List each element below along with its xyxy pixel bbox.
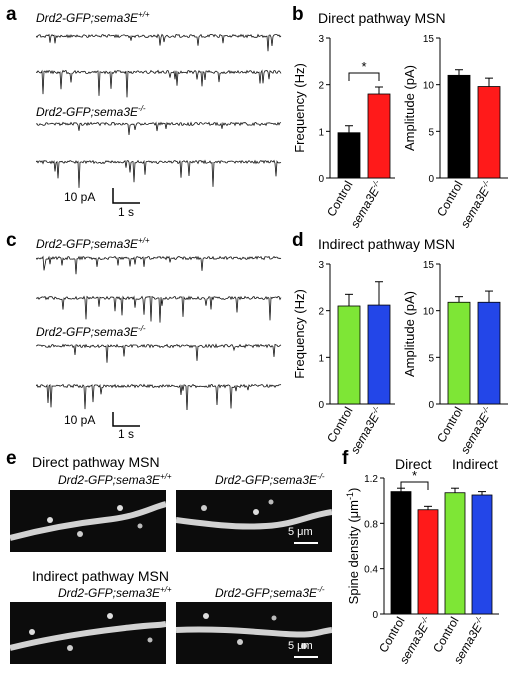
bar-0 [448,75,470,178]
y-tick-label: 0 [428,174,434,185]
scale-bar-e-direct [294,542,318,544]
y-tick-label: 5 [428,127,434,138]
scale-bar-e-indirect [294,656,318,658]
panel-label-c: c [6,230,17,252]
trace-path [36,35,281,52]
scale-y-label-c: 10 pA [64,413,95,427]
y-tick-label: 2 [318,307,324,318]
panel-label-e: e [6,448,17,470]
panel-label-b: b [292,4,304,26]
bar-1 [368,305,390,404]
trace-c-4 [36,385,281,411]
dendrite-indirect-wt [10,602,166,664]
trace-a-2 [36,71,281,98]
panel-label-f: f [342,448,348,470]
micrograph-direct-ko: 5 μm [176,490,332,552]
y-tick-label: 15 [423,34,435,45]
scale-label-e-indirect: 5 μm [288,640,313,652]
bar-1 [368,94,390,178]
significance-bracket [349,73,379,81]
bar-0 [338,306,360,404]
category-label-0: Control [324,405,355,446]
trace-a-1 [36,35,281,52]
significance-star: * [361,59,366,74]
genotype-label-e-wt-direct: Drd2-GFP;sema3E+/+ [58,472,172,487]
significance-bracket [401,482,428,490]
bar-1 [478,87,500,178]
panel-title-e-direct: Direct pathway MSN [32,454,160,470]
trace-path [36,297,281,323]
y-tick-label: 2 [318,81,324,92]
y-axis-label: Amplitude (pA) [402,291,417,377]
panel-title-d: Indirect pathway MSN [318,236,455,252]
panel-title-e-indirect: Indirect pathway MSN [32,568,169,584]
trace-c-2 [36,297,281,323]
genotype-label-wt-c: Drd2-GFP;sema3E+/+ [36,236,150,251]
scale-x-label-a: 1 s [118,205,134,219]
trace-c-3 [36,345,281,363]
trace-path [36,123,281,136]
genotype-label-wt: Drd2-GFP;sema3E+/+ [36,10,150,25]
category-label-0: Control [324,179,355,220]
y-axis-label: Amplitude (pA) [402,65,417,151]
bar-0 [391,492,411,614]
panel-title-b: Direct pathway MSN [318,10,446,26]
traces-panel-a [36,24,286,204]
y-tick-label: 10 [423,307,435,318]
bar-3 [472,495,492,614]
y-axis-label: Frequency (Hz) [292,63,307,153]
dendrite-indirect-ko [176,602,332,664]
y-tick-label: 0.8 [364,519,378,530]
bar-1 [478,302,500,404]
bar-2 [445,493,465,614]
scale-x-label-c: 1 s [118,427,134,441]
genotype-label-e-ko-direct: Drd2-GFP;sema3E-/- [215,472,325,487]
micrograph-indirect-ko: 5 μm [176,602,332,664]
y-tick-label: 0 [428,400,434,411]
scale-y-label-a: 10 pA [64,190,95,204]
trace-a-4 [36,161,281,188]
bar-1 [418,510,438,614]
trace-a-3 [36,123,281,136]
dendrite-direct-wt [10,490,166,552]
bar-0 [338,133,360,178]
y-tick-label: 0 [318,400,324,411]
y-tick-label: 5 [428,353,434,364]
trace-path [36,345,281,363]
y-tick-label: 1.2 [364,474,378,485]
category-label-0: Control [434,179,465,220]
y-tick-label: 0.4 [364,565,378,576]
y-tick-label: 3 [318,34,324,45]
category-label-0: Control [434,405,465,446]
y-tick-label: 15 [423,260,435,271]
y-tick-label: 1 [318,127,324,138]
scale-label-e-direct: 5 μm [288,526,313,538]
bar-0 [448,302,470,404]
trace-path [36,385,281,411]
y-tick-label: 0 [318,174,324,185]
significance-star: * [412,470,417,483]
trace-c-1 [36,257,281,275]
traces-panel-c [36,250,286,410]
y-tick-label: 0 [372,610,378,621]
y-tick-label: 10 [423,81,435,92]
y-axis-label: Frequency (Hz) [292,289,307,379]
y-tick-label: 3 [318,260,324,271]
y-axis-label: Spine density (μm-1) [345,488,361,605]
genotype-label-e-ko-indirect: Drd2-GFP;sema3E-/- [215,585,325,600]
micrograph-indirect-wt [10,602,166,664]
y-tick-label: 1 [318,353,324,364]
genotype-label-e-wt-indirect: Drd2-GFP;sema3E+/+ [58,585,172,600]
panel-label-d: d [292,230,304,252]
trace-path [36,257,281,275]
trace-path [36,161,281,188]
micrograph-direct-wt [10,490,166,552]
panel-label-a: a [6,4,17,26]
trace-path [36,71,281,98]
